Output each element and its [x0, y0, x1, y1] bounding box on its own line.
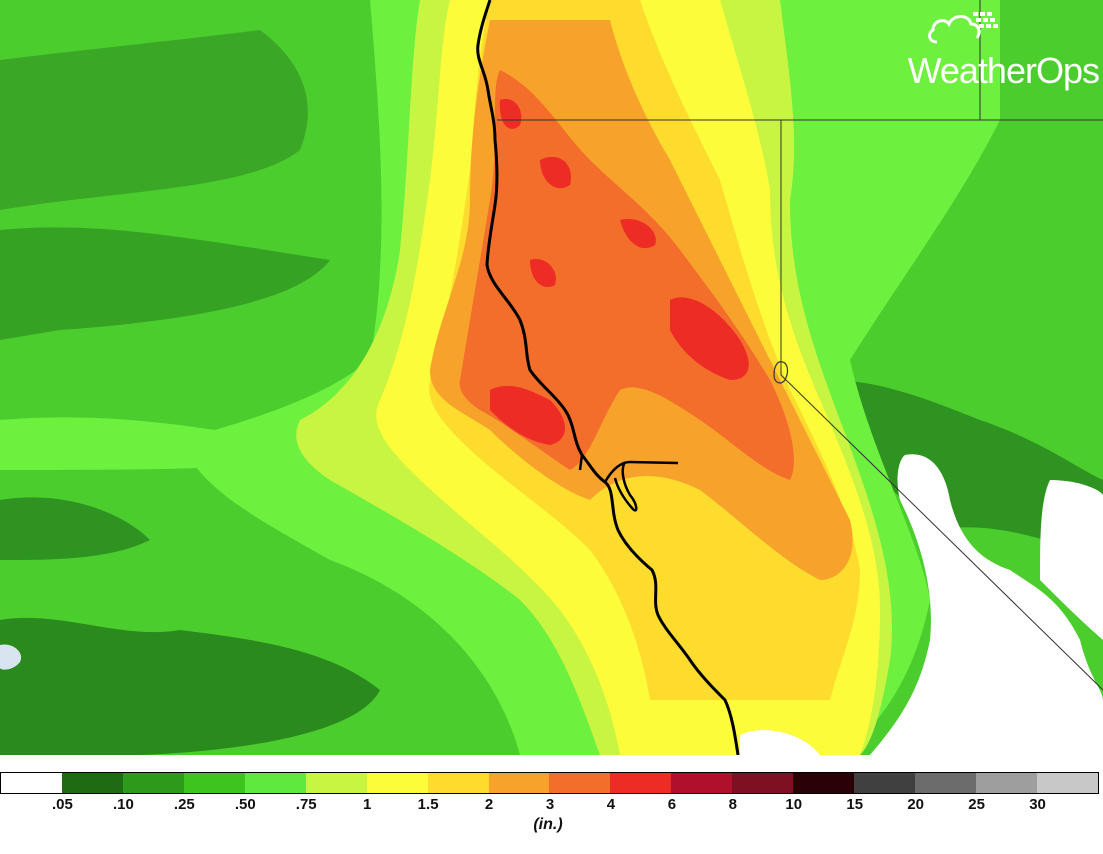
precipitation-map[interactable]: WeatherOps	[0, 0, 1103, 755]
rain-red-core-6	[530, 259, 556, 288]
legend-swatch	[854, 773, 916, 793]
ocean-dark-green-w	[0, 497, 150, 560]
legend-tick-label: .10	[112, 796, 134, 813]
legend-unit-label: (in.)	[533, 816, 563, 833]
legend-swatch	[1036, 773, 1098, 793]
no-precip-bottom	[740, 730, 820, 755]
rain-red-core-4	[540, 156, 571, 189]
legend-tick-label: 15	[846, 796, 864, 813]
legend-swatch	[1, 773, 62, 793]
ocean-gray-west	[0, 644, 22, 670]
legend-tick-label: 4	[606, 796, 616, 813]
legend-tick-label: 2	[484, 796, 494, 813]
ocean-dark-green-band	[0, 227, 330, 340]
legend-tick-label: .25	[173, 796, 195, 813]
legend-tick-label: .75	[295, 796, 317, 813]
precipitation-legend: .05 .10 .25 .50 .75 1 1.5 2 3 4 6 8 10 15 20 25 30 (in.)	[0, 772, 1103, 854]
legend-tick-label: 30	[1029, 796, 1046, 813]
legend-tick-label: .05	[52, 796, 73, 813]
ocean-dark-green-north	[0, 30, 308, 210]
legend-tick-label: 8	[728, 796, 737, 813]
legend-swatch	[976, 773, 1037, 793]
legend-swatch	[244, 773, 306, 793]
legend-colorbar	[0, 772, 1099, 794]
legend-tick-label: 20	[907, 796, 924, 813]
legend-tick-label: 10	[785, 796, 803, 813]
legend-swatch	[793, 773, 855, 793]
legend-swatch	[549, 773, 611, 793]
legend-swatch	[488, 773, 550, 793]
rain-red-core-5	[620, 219, 656, 249]
legend-swatch	[366, 773, 428, 793]
weatherops-logo: WeatherOps	[837, 8, 1100, 91]
legend-swatch	[427, 773, 489, 793]
legend-tick-label: 1	[362, 796, 372, 813]
legend-tick-labels: .05 .10 .25 .50 .75 1 1.5 2 3 4 6 8 10 15 20 25 30	[0, 796, 1103, 816]
legend-swatch	[183, 773, 245, 793]
lake-tahoe	[773, 361, 789, 384]
rain-light-green-ocean	[0, 417, 330, 470]
legend-swatch	[305, 773, 367, 793]
logo-wordmark: WeatherOps	[907, 50, 1100, 91]
land-east-dark-green	[830, 380, 1103, 560]
sf-bay	[578, 454, 679, 512]
legend-swatch	[915, 773, 976, 793]
legend-swatch	[671, 773, 733, 793]
legend-tick-label: 1.5	[417, 796, 439, 813]
coastline	[476, 0, 740, 755]
cloud-satellite-icon	[928, 12, 998, 44]
legend-tick-label: 3	[545, 796, 555, 813]
map-canvas	[0, 0, 1103, 755]
legend-tick-label: 25	[968, 796, 985, 813]
legend-swatch	[122, 773, 184, 793]
legend-tick-label: 6	[667, 796, 677, 813]
ocean-dark-green-sw	[0, 617, 380, 755]
rain-red-core-1	[490, 385, 565, 445]
no-precip-region-2	[1040, 480, 1103, 640]
rain-red-core-3	[499, 99, 522, 129]
no-precip-region	[870, 454, 1103, 755]
legend-swatch	[61, 773, 123, 793]
state-border-nv-ca	[780, 120, 1103, 691]
legend-tick-label: .50	[234, 796, 256, 813]
legend-swatch	[610, 773, 672, 793]
legend-swatch	[732, 773, 794, 793]
rain-red-core-2	[670, 297, 749, 380]
